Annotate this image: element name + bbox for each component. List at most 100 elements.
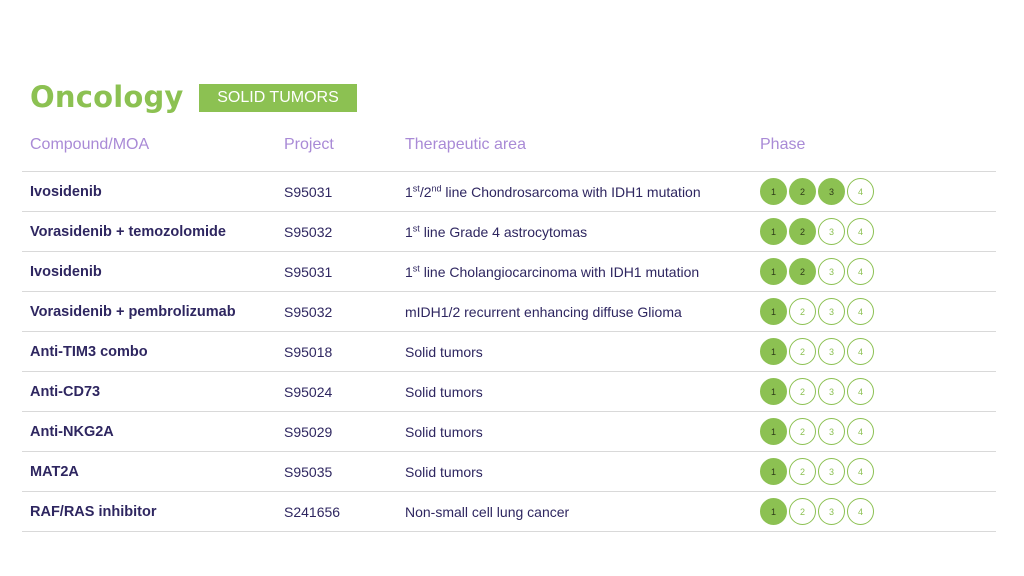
phase-dot: 4 <box>847 418 874 445</box>
therapeutic-area-cell: Solid tumors <box>405 372 483 411</box>
category-badge: SOLID TUMORS <box>199 84 357 112</box>
area-text: line Cholangiocarcinoma with IDH1 mutati… <box>419 263 700 280</box>
project-cell: S95035 <box>284 463 333 480</box>
pipeline-table: Ivosidenib S95031 1st/2nd line Chondrosarc… <box>22 171 996 532</box>
phase-dot: 4 <box>847 218 874 245</box>
phase-dot: 4 <box>847 298 874 325</box>
therapeutic-area-cell: Non-small cell lung cancer <box>405 492 569 531</box>
phase-dot: 1 <box>760 378 787 405</box>
phase-dot: 3 <box>818 418 845 445</box>
project-cell: S95029 <box>284 423 333 440</box>
phase-dot: 3 <box>818 218 845 245</box>
project-cell: S95031 <box>284 263 333 280</box>
therapeutic-area-cell: Solid tumors <box>405 332 483 371</box>
compound-cell: RAF/RAS inhibitor <box>30 503 157 520</box>
area-text: 1 <box>405 263 413 280</box>
phase-dot: 2 <box>789 338 816 365</box>
phase-dot: 2 <box>789 218 816 245</box>
area-text: mIDH1/2 recurrent enhancing diffuse Glio… <box>405 303 682 320</box>
phase-dot: 4 <box>847 458 874 485</box>
therapeutic-area-cell: Solid tumors <box>405 412 483 451</box>
compound-cell: Ivosidenib <box>30 263 102 280</box>
phase-dot: 3 <box>818 178 845 205</box>
phase-dot: 2 <box>789 378 816 405</box>
therapeutic-area-cell: 1st/2nd line Chondrosarcoma with IDH1 mu… <box>405 172 701 211</box>
table-row: MAT2A S95035 Solid tumors 1 2 3 4 <box>22 451 996 491</box>
compound-cell: Ivosidenib <box>30 183 102 200</box>
phase-dot: 4 <box>847 258 874 285</box>
header-therapeutic-area: Therapeutic area <box>405 136 526 153</box>
ordinal-suffix: st <box>412 222 420 233</box>
compound-cell: Anti-NKG2A <box>30 423 114 440</box>
area-text: 1 <box>405 183 413 200</box>
header-phase: Phase <box>760 136 806 153</box>
area-text: 1 <box>405 223 413 240</box>
table-row: Ivosidenib S95031 1st/2nd line Chondrosarc… <box>22 171 996 211</box>
area-text: Solid tumors <box>405 383 483 400</box>
project-cell: S241656 <box>284 503 341 520</box>
phase-dot: 4 <box>847 338 874 365</box>
area-text: /2 <box>419 183 432 200</box>
page-title: Oncology <box>30 80 184 114</box>
phase-dot: 3 <box>818 458 845 485</box>
project-cell: S95024 <box>284 383 333 400</box>
table-row: RAF/RAS inhibitor S241656 Non-small cell l… <box>22 491 996 532</box>
therapeutic-area-cell: 1st line Grade 4 astrocytomas <box>405 212 587 251</box>
table-row: Anti-TIM3 combo S95018 Solid tumors 1 2 3 4 <box>22 331 996 371</box>
phase-dot: 2 <box>789 298 816 325</box>
header-compound: Compound/MOA <box>30 136 150 153</box>
phase-dot: 3 <box>818 338 845 365</box>
compound-cell: Vorasidenib + pembrolizumab <box>30 303 236 320</box>
ordinal-suffix: nd <box>431 182 442 193</box>
phase-dot: 3 <box>818 378 845 405</box>
phase-dot: 3 <box>818 298 845 325</box>
phase-dot: 1 <box>760 178 787 205</box>
phase-dot: 3 <box>818 258 845 285</box>
phase-dot: 2 <box>789 178 816 205</box>
compound-cell: Anti-TIM3 combo <box>30 343 148 360</box>
project-cell: S95032 <box>284 303 333 320</box>
area-text: Solid tumors <box>405 343 483 360</box>
project-cell: S95018 <box>284 343 333 360</box>
phase-dot: 1 <box>760 258 787 285</box>
area-text: line Chondrosarcoma with IDH1 mutation <box>441 183 701 200</box>
project-cell: S95032 <box>284 223 333 240</box>
phase-dot: 2 <box>789 258 816 285</box>
phase-dot: 3 <box>818 498 845 525</box>
therapeutic-area-cell: mIDH1/2 recurrent enhancing diffuse Glio… <box>405 292 682 331</box>
table-row: Anti-CD73 S95024 Solid tumors 1 2 3 4 <box>22 371 996 411</box>
area-text: Non-small cell lung cancer <box>405 503 570 520</box>
compound-cell: Anti-CD73 <box>30 383 101 400</box>
phase-dot: 1 <box>760 458 787 485</box>
project-cell: S95031 <box>284 183 333 200</box>
phase-dot: 1 <box>760 298 787 325</box>
table-row: Vorasidenib + temozolomide S95032 1st line… <box>22 211 996 251</box>
area-text: Solid tumors <box>405 423 483 440</box>
table-row: Vorasidenib + pembrolizumab S95032 mIDH1/2… <box>22 291 996 331</box>
phase-dot: 1 <box>760 498 787 525</box>
table-row: Anti-NKG2A S95029 Solid tumors 1 2 3 4 <box>22 411 996 451</box>
phase-dot: 4 <box>847 378 874 405</box>
compound-cell: Vorasidenib + temozolomide <box>30 223 226 240</box>
phase-dot: 2 <box>789 418 816 445</box>
therapeutic-area-cell: Solid tumors <box>405 452 483 491</box>
header-project: Project <box>284 136 334 153</box>
ordinal-suffix: st <box>412 262 420 273</box>
phase-dot: 4 <box>847 178 874 205</box>
phase-dot: 1 <box>760 418 787 445</box>
phase-dot: 2 <box>789 458 816 485</box>
phase-dot: 4 <box>847 498 874 525</box>
area-text: line Grade 4 astrocytomas <box>419 223 588 240</box>
ordinal-suffix: st <box>412 182 420 193</box>
area-text: Solid tumors <box>405 463 483 480</box>
phase-dot: 1 <box>760 338 787 365</box>
